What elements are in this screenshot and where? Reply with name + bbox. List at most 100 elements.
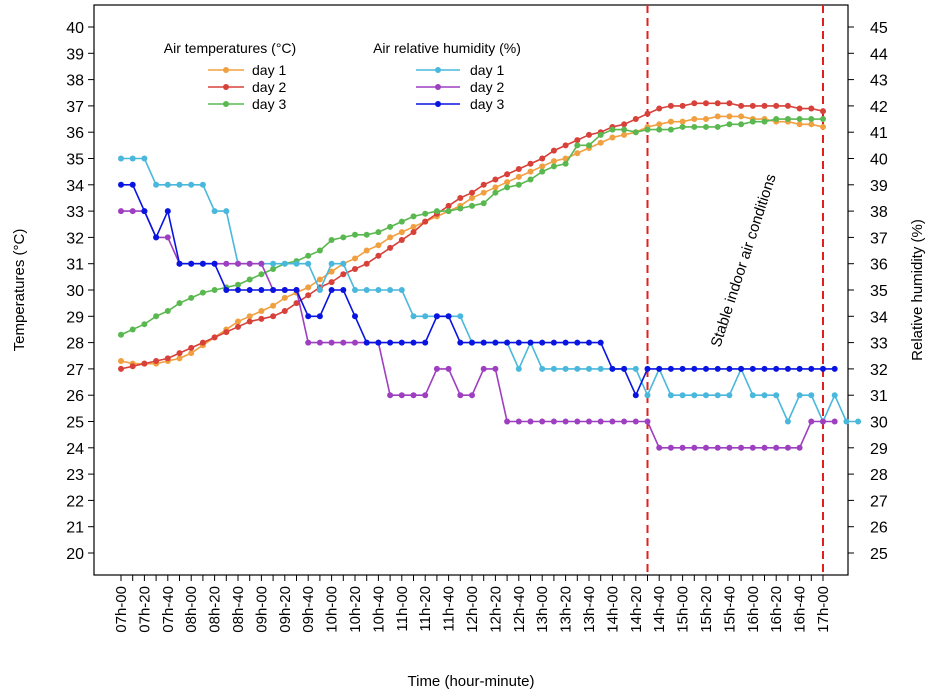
temperature-series-3-point <box>492 189 499 196</box>
temperature-series-3-point <box>457 205 464 212</box>
temperature-series-3-point <box>504 184 511 191</box>
temperature-series-2-point <box>457 194 464 201</box>
humidity-series-2-point <box>679 444 686 451</box>
humidity-series-3-point <box>504 339 511 346</box>
left-tick-label: 39 <box>66 46 84 63</box>
temperature-series-2-point <box>586 131 592 138</box>
humidity-series-2-point <box>714 444 721 451</box>
temperature-series-3-point <box>539 168 546 175</box>
humidity-series-1-point <box>773 392 780 399</box>
temperature-series-2-point <box>387 244 394 251</box>
humidity-series-3-point <box>527 339 534 346</box>
temperature-series-3-point <box>340 234 347 241</box>
x-tick-label: 07h-20 <box>136 586 153 633</box>
temperature-series-3-point <box>480 200 487 207</box>
stable-period-markers <box>646 5 824 575</box>
temperature-series-1-point <box>469 194 475 201</box>
temperature-series-3-point <box>398 218 405 225</box>
x-tick-label: 07h-40 <box>160 586 177 633</box>
x-axis-title: Time (hour-minute) <box>408 673 535 690</box>
temperature-series-3-point <box>199 289 206 296</box>
left-tick-label: 32 <box>66 230 84 247</box>
x-tick-label: 17h-00 <box>815 586 832 633</box>
left-tick-label: 37 <box>66 99 84 116</box>
humidity-series-3-point <box>773 365 780 372</box>
temperature-series-1-point <box>726 113 733 120</box>
humidity-series-3-point <box>164 208 171 215</box>
temperature-series-2-point <box>820 108 826 115</box>
temperature-series-3-point <box>527 176 534 183</box>
left-tick-label: 23 <box>66 467 84 484</box>
right-tick-label: 44 <box>870 46 888 63</box>
humidity-series-2-point <box>328 339 335 346</box>
right-tick-label: 27 <box>870 493 888 510</box>
temperature-series-2-point <box>515 166 522 173</box>
humidity-series-2-point <box>691 444 698 451</box>
x-tick-label: 15h-00 <box>675 586 692 633</box>
humidity-series-2-point <box>609 418 616 425</box>
legend-temperature-entry-label: day 1 <box>252 62 286 78</box>
humidity-series-3-point <box>281 287 288 293</box>
temperature-series-3-point <box>703 123 709 130</box>
temperature-series-2-point <box>784 102 791 109</box>
humidity-series-2-point <box>749 444 756 451</box>
right-tick-label: 28 <box>870 467 888 484</box>
temperature-series-3-point <box>469 202 475 209</box>
temperature-series-1-point <box>714 113 721 120</box>
humidity-series-3-point <box>129 181 136 188</box>
humidity-series-2-point <box>480 365 487 372</box>
temperature-series-3-point <box>784 116 791 123</box>
right-tick-label: 35 <box>870 283 888 300</box>
temperature-series-3-point <box>738 121 745 128</box>
x-tick-label: 16h-40 <box>792 586 809 633</box>
right-tick-label: 42 <box>870 99 888 116</box>
temperature-series-2-point <box>176 350 183 357</box>
humidity-series-3-point <box>808 365 815 372</box>
temperature-series-1-point <box>703 116 709 123</box>
humidity-series-1-point <box>340 260 347 267</box>
temperature-series-1-point <box>118 358 124 365</box>
temperature-series-3-point <box>609 126 616 133</box>
temperature-series-2-point <box>199 339 206 346</box>
temperature-series-3-point <box>574 142 581 149</box>
temperature-series-3-point <box>621 126 628 133</box>
x-tick-label: 16h-00 <box>745 586 762 633</box>
humidity-series-1-point <box>550 365 557 372</box>
humidity-series-1-point <box>761 392 768 399</box>
humidity-series-3-point <box>480 339 487 346</box>
left-tick-label: 28 <box>66 336 84 353</box>
temperature-series-1-point <box>352 255 358 262</box>
right-tick-label: 31 <box>870 388 888 405</box>
humidity-series-2-point <box>398 392 405 399</box>
humidity-series-3-point <box>738 365 745 372</box>
temperature-series-1-point <box>820 123 826 130</box>
left-tick-label: 20 <box>66 546 84 563</box>
humidity-series-1-point <box>597 365 604 372</box>
humidity-series-3-point <box>363 339 370 346</box>
temperature-series-2-point <box>188 344 195 351</box>
temperature-series-1-point <box>527 168 534 175</box>
humidity-series-1-point <box>387 287 394 293</box>
left-tick-label: 21 <box>66 520 84 537</box>
temperature-series-2-point <box>621 121 628 128</box>
left-axis: 20 21 22 23 24 25 26 27 28 29 30 31 32 33 34 35 36 37 38 39… <box>66 20 95 563</box>
humidity-series-1-point <box>176 181 183 188</box>
humidity-series-2-point <box>831 418 838 425</box>
humidity-series-2-point <box>340 339 347 346</box>
humidity-series-1-point <box>223 208 230 215</box>
temperature-series-2-point <box>258 315 265 322</box>
temperature-series-3-point <box>515 181 522 188</box>
humidity-series-2-point <box>504 418 511 425</box>
temperature-series-1-point <box>574 150 581 157</box>
left-tick-label: 38 <box>66 73 84 90</box>
left-tick-label: 27 <box>66 362 84 379</box>
humidity-series-3-point <box>153 234 160 241</box>
temperature-series-2-point <box>749 102 756 109</box>
temperature-series-2-point <box>562 142 569 149</box>
right-tick-label: 40 <box>870 152 888 169</box>
temperature-series-2-point <box>375 252 382 259</box>
humidity-series-3-point <box>667 365 674 372</box>
temperature-series-1-point <box>188 350 195 357</box>
humidity-series-2-point <box>796 444 803 451</box>
humidity-series-1-point <box>855 418 862 425</box>
